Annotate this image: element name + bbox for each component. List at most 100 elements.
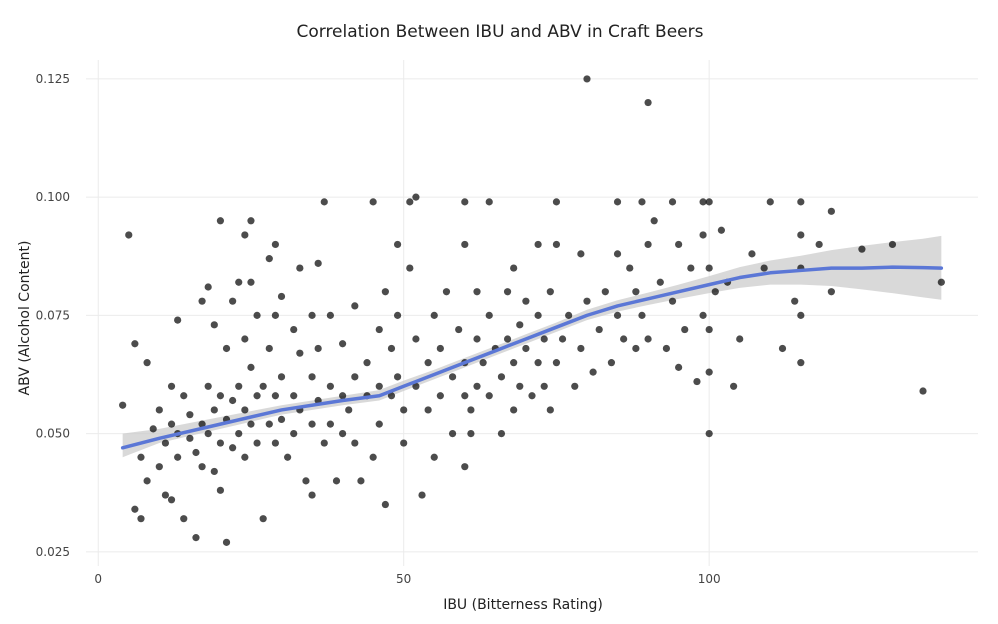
data-point xyxy=(119,401,127,409)
data-point xyxy=(455,325,463,334)
data-point xyxy=(216,392,225,400)
data-point xyxy=(668,297,677,305)
data-point xyxy=(235,382,243,390)
data-point xyxy=(247,217,255,225)
data-point xyxy=(638,198,646,206)
data-point xyxy=(161,491,170,499)
data-point xyxy=(204,382,212,390)
data-point xyxy=(485,392,493,400)
data-point xyxy=(222,538,231,546)
data-point xyxy=(552,198,561,206)
smooth-line-layer xyxy=(120,265,944,450)
data-point xyxy=(387,392,396,400)
data-point xyxy=(326,420,334,428)
data-point xyxy=(797,311,805,319)
data-point xyxy=(314,344,322,353)
data-point xyxy=(442,288,451,296)
data-point xyxy=(131,340,139,348)
data-point xyxy=(888,240,897,249)
data-point xyxy=(827,207,835,215)
data-point xyxy=(613,250,622,258)
data-point xyxy=(522,344,530,353)
data-point xyxy=(155,463,163,471)
data-point xyxy=(668,198,677,206)
data-point xyxy=(216,217,225,225)
data-point xyxy=(296,264,304,272)
data-point xyxy=(430,311,438,319)
data-point xyxy=(277,415,286,424)
data-point xyxy=(626,264,634,272)
data-point xyxy=(778,344,787,353)
data-point xyxy=(161,439,170,447)
data-point xyxy=(552,240,561,249)
data-point xyxy=(510,359,518,367)
data-point xyxy=(601,288,609,296)
data-point xyxy=(210,321,218,329)
data-point xyxy=(577,250,585,258)
data-point xyxy=(497,429,506,438)
data-point xyxy=(412,335,420,343)
data-point xyxy=(308,491,316,499)
data-point xyxy=(620,335,628,343)
data-point xyxy=(558,335,567,343)
data-point xyxy=(730,382,738,390)
data-point xyxy=(436,344,444,353)
y-tick-label: 0.125 xyxy=(36,72,70,86)
data-point xyxy=(412,382,420,390)
data-point xyxy=(461,240,469,249)
data-point xyxy=(204,429,212,438)
data-point xyxy=(265,344,273,353)
y-tick-label: 0.025 xyxy=(36,545,70,559)
data-point xyxy=(687,264,695,272)
data-point xyxy=(180,392,188,400)
data-point xyxy=(143,477,151,485)
smooth-trend-line xyxy=(120,265,944,450)
data-point xyxy=(186,411,194,419)
y-axis-label: ABV (Alcohol Content) xyxy=(17,241,33,396)
data-point xyxy=(381,288,389,296)
data-point xyxy=(241,335,249,343)
data-point xyxy=(387,344,396,353)
data-point xyxy=(699,311,707,319)
data-point xyxy=(400,439,408,447)
data-point xyxy=(393,311,402,319)
data-point xyxy=(595,325,603,334)
data-point xyxy=(473,382,481,390)
data-point xyxy=(705,325,713,334)
data-point xyxy=(448,429,457,438)
data-point xyxy=(412,193,420,201)
data-point xyxy=(711,288,719,296)
y-tick-label: 0.100 xyxy=(36,190,70,204)
x-tick-label: 100 xyxy=(698,572,721,586)
data-point xyxy=(534,311,542,319)
data-point xyxy=(284,453,292,461)
data-point xyxy=(607,359,616,367)
data-point xyxy=(241,231,249,239)
data-point xyxy=(858,245,866,253)
data-point xyxy=(650,217,658,225)
data-point xyxy=(748,250,756,258)
data-point xyxy=(644,98,652,107)
data-point xyxy=(326,311,334,319)
data-point xyxy=(461,198,469,206)
x-axis-label: IBU (Bitterness Rating) xyxy=(443,597,603,613)
data-point xyxy=(339,429,347,438)
data-point xyxy=(369,198,377,206)
data-point xyxy=(577,344,585,353)
data-point xyxy=(467,406,475,414)
data-point xyxy=(351,302,359,310)
data-point xyxy=(400,406,408,414)
data-point xyxy=(314,259,322,267)
data-points xyxy=(119,75,945,546)
data-point xyxy=(290,325,298,334)
data-point xyxy=(320,439,328,447)
data-point xyxy=(485,311,493,319)
data-point xyxy=(155,406,163,414)
y-tick-label: 0.050 xyxy=(36,427,70,441)
data-point xyxy=(705,429,713,438)
data-point xyxy=(198,420,206,428)
data-point xyxy=(339,340,347,348)
data-point xyxy=(216,439,225,447)
data-point xyxy=(760,264,768,272)
data-point xyxy=(461,463,469,471)
